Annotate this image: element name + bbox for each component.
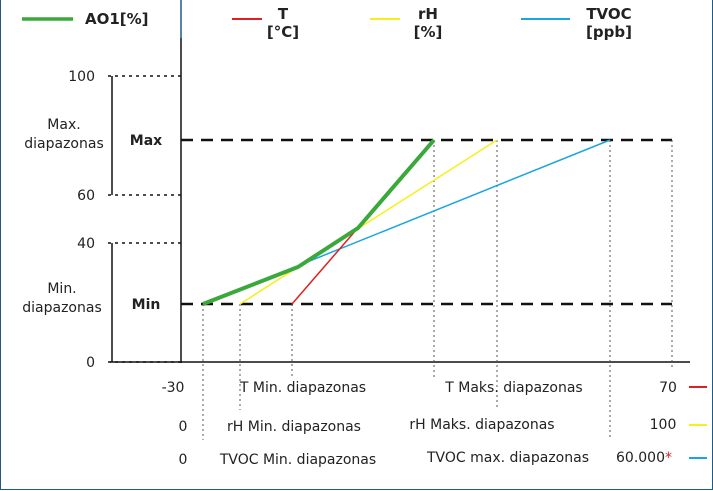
x-t-max-label: T Maks. diapazonas: [444, 380, 582, 396]
max-label: Max: [130, 133, 162, 149]
x-rh-start: 0: [179, 419, 188, 435]
legend-t-label-line1: T: [278, 5, 289, 23]
x-rh-max-label: rH Maks. diapazonas: [409, 417, 554, 433]
x-tvoc-end-value: 60.000: [616, 450, 665, 466]
y-tick-60-label: 60: [77, 188, 95, 204]
x-tvoc-min-label: TVOC Min. diapazonas: [219, 452, 376, 468]
x-t-start: -30: [162, 380, 185, 396]
legend-rh-label-line1: rH: [418, 5, 438, 23]
min-range-label-line2: diapazonas: [22, 300, 101, 316]
series-rh-line: [239, 139, 498, 305]
max-range-label-line2: diapazonas: [24, 136, 103, 152]
legend-ao1-label: AO1[%]: [85, 10, 149, 28]
max-range-label-line1: Max.: [47, 117, 80, 133]
x-rh-end: 100: [650, 417, 677, 433]
legend-tvoc-label-line2: [ppb]: [586, 23, 632, 41]
x-t-end: 70: [659, 380, 677, 396]
y-tick-100-label: 100: [68, 69, 95, 85]
min-label: Min: [132, 297, 161, 313]
legend-tvoc-label-line1: TVOC: [586, 5, 631, 23]
legend-t-label-line2: [°C]: [267, 23, 299, 41]
x-tvoc-start: 0: [179, 452, 188, 468]
legend-rh-label-line2: [%]: [414, 23, 443, 41]
y-tick-40-label: 40: [77, 236, 95, 252]
x-t-min-label: T Min. diapazonas: [239, 380, 366, 396]
min-range-label-line1: Min.: [47, 281, 76, 297]
x-tvoc-footnote-mark: *: [665, 450, 672, 466]
y-tick-0-label: 0: [86, 355, 95, 371]
series-ao1-line: [202, 138, 436, 306]
x-tvoc-end: 60.000*: [616, 450, 672, 466]
x-tvoc-max-label: TVOC max. diapazonas: [426, 450, 589, 466]
x-rh-min-label: rH Min. diapazonas: [227, 419, 361, 435]
